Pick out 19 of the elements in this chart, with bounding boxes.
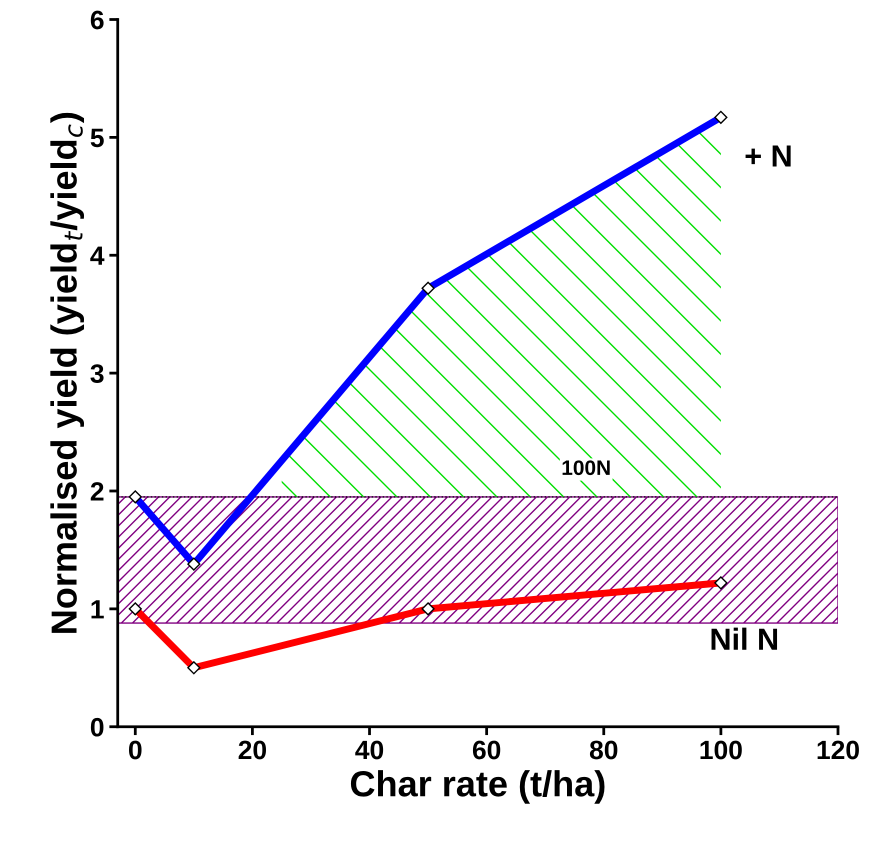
band-label: 100N bbox=[562, 460, 610, 476]
y-tick-label: 0 bbox=[90, 718, 104, 737]
x-tick-label: 40 bbox=[355, 740, 384, 760]
y-tick-label: 1 bbox=[92, 600, 104, 618]
y-tick-label: 4 bbox=[90, 246, 104, 265]
y-tick-label: 3 bbox=[90, 364, 104, 383]
series-label: Nil N bbox=[712, 628, 778, 650]
y-axis-title: Normalised yield (yield$_{t}$/yield$_{c}$) bbox=[50, 112, 84, 633]
series-label: + N bbox=[746, 145, 791, 166]
y-tick-label: 5 bbox=[90, 128, 104, 148]
x-tick-label: 120 bbox=[818, 740, 859, 760]
x-tick-label: 0 bbox=[128, 740, 142, 760]
x-tick-label: 20 bbox=[238, 740, 266, 760]
y-tick-label: 2 bbox=[90, 482, 104, 501]
x-tick-label: 100 bbox=[700, 740, 742, 760]
x-tick-label: 80 bbox=[590, 740, 618, 760]
x-tick-label: 60 bbox=[472, 740, 500, 760]
y-tick-label: 6 bbox=[90, 10, 104, 30]
x-axis-title: Char rate (t/ha) bbox=[350, 770, 604, 804]
